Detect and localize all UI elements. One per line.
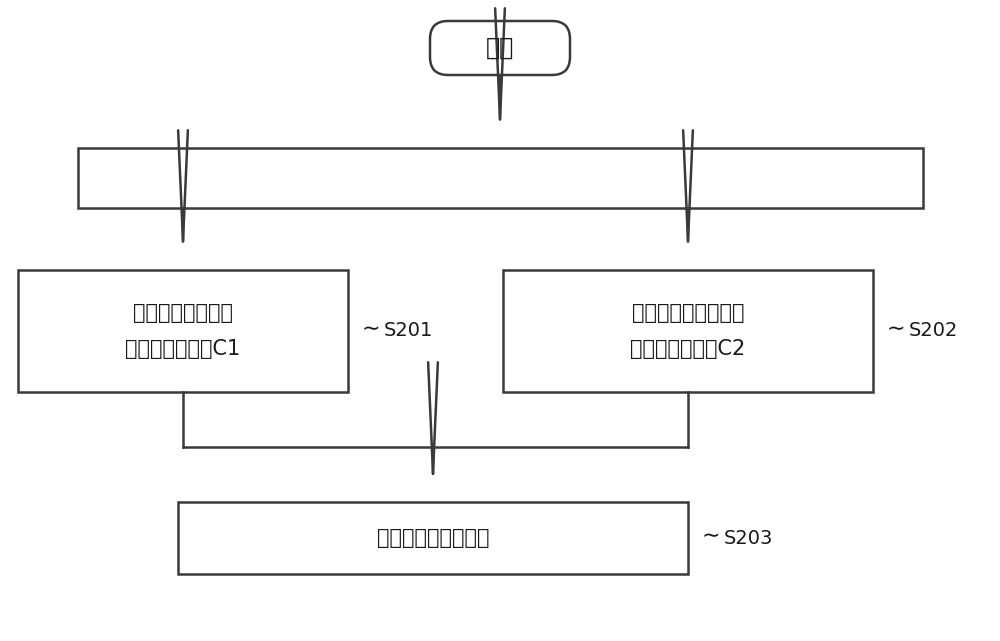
Text: S201: S201: [384, 322, 433, 340]
Text: 开始: 开始: [486, 36, 514, 60]
Text: 对地震数据进行迁移: 对地震数据进行迁移: [377, 528, 489, 548]
Bar: [78, 148, 923, 208]
Text: 记录针对地震数据: 记录针对地震数据: [133, 303, 233, 323]
Text: 的第二访问次数C2: 的第二访问次数C2: [630, 339, 746, 359]
Text: S202: S202: [909, 322, 958, 340]
Text: 的第一访问次数C1: 的第一访问次数C1: [125, 339, 241, 359]
Bar: [18, 270, 348, 392]
Text: ∼: ∼: [362, 319, 381, 339]
Text: 记录针对工区数据库: 记录针对工区数据库: [632, 303, 744, 323]
Bar: [178, 502, 688, 574]
FancyBboxPatch shape: [430, 21, 570, 75]
Bar: [503, 270, 873, 392]
Text: ∼: ∼: [887, 319, 906, 339]
Text: ∼: ∼: [702, 526, 721, 546]
Text: S203: S203: [724, 528, 773, 547]
